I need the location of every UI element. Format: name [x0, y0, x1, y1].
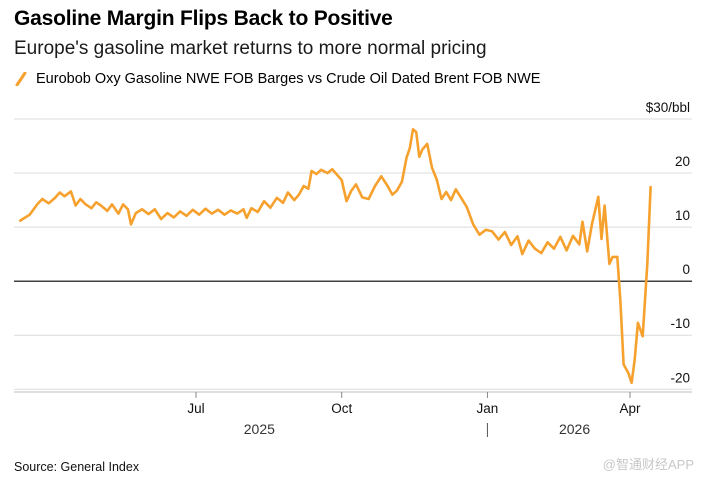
year-label: 2025 — [244, 421, 275, 437]
series-line — [18, 128, 652, 385]
y-tick-label: $30/bbl — [646, 100, 690, 115]
y-tick-label: 0 — [682, 262, 690, 277]
x-tick-label: Jan — [477, 401, 499, 416]
y-tick-label: -20 — [670, 370, 690, 385]
x-tick-label: Jul — [187, 401, 204, 416]
chart-title: Gasoline Margin Flips Back to Positive — [14, 7, 393, 30]
year-label: 2026 — [559, 421, 590, 437]
legend-label: Eurobob Oxy Gasoline NWE FOB Barges vs C… — [36, 71, 541, 87]
y-tick-label: 10 — [675, 208, 690, 223]
x-tick-label: Apr — [619, 401, 641, 416]
legend-line-icon — [14, 71, 28, 87]
legend: Eurobob Oxy Gasoline NWE FOB Barges vs C… — [14, 71, 540, 87]
x-tick-label: Oct — [331, 401, 352, 416]
y-tick-label: 20 — [675, 154, 690, 169]
watermark-text: @智通财经APP — [602, 457, 694, 472]
y-tick-label: -10 — [670, 316, 690, 331]
chart-subtitle: Europe's gasoline market returns to more… — [14, 38, 487, 59]
source-note: Source: General Index — [14, 460, 140, 474]
